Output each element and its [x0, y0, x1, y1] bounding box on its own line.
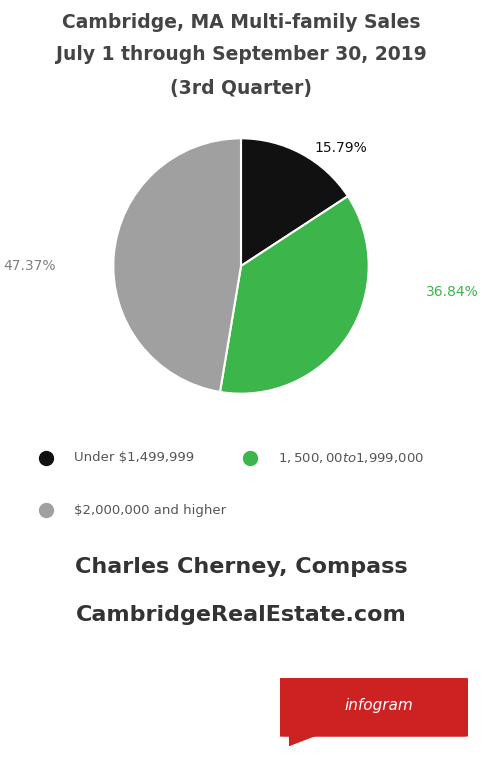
- Text: Charles Cherney, Compass: Charles Cherney, Compass: [75, 557, 407, 578]
- Text: $2,000,000 and higher: $2,000,000 and higher: [74, 504, 226, 517]
- Point: [42, 504, 50, 516]
- Point: [246, 451, 254, 464]
- Point: [42, 451, 50, 464]
- Text: 36.84%: 36.84%: [426, 284, 479, 299]
- Text: (3rd Quarter): (3rd Quarter): [170, 79, 312, 98]
- Wedge shape: [113, 138, 241, 392]
- Text: Cambridge, MA Multi-family Sales: Cambridge, MA Multi-family Sales: [62, 12, 420, 31]
- Text: $1,500,00 to $1,999,000: $1,500,00 to $1,999,000: [278, 451, 424, 465]
- FancyBboxPatch shape: [276, 678, 471, 736]
- Text: July 1 through September 30, 2019: July 1 through September 30, 2019: [55, 45, 427, 64]
- Wedge shape: [241, 138, 348, 266]
- Text: 15.79%: 15.79%: [314, 141, 367, 155]
- Text: CambridgeRealEstate.com: CambridgeRealEstate.com: [76, 605, 406, 625]
- Polygon shape: [289, 734, 321, 746]
- Text: infogram: infogram: [345, 698, 414, 713]
- Text: 47.37%: 47.37%: [3, 259, 56, 273]
- Wedge shape: [220, 196, 369, 394]
- Text: Under $1,499,999: Under $1,499,999: [74, 451, 194, 464]
